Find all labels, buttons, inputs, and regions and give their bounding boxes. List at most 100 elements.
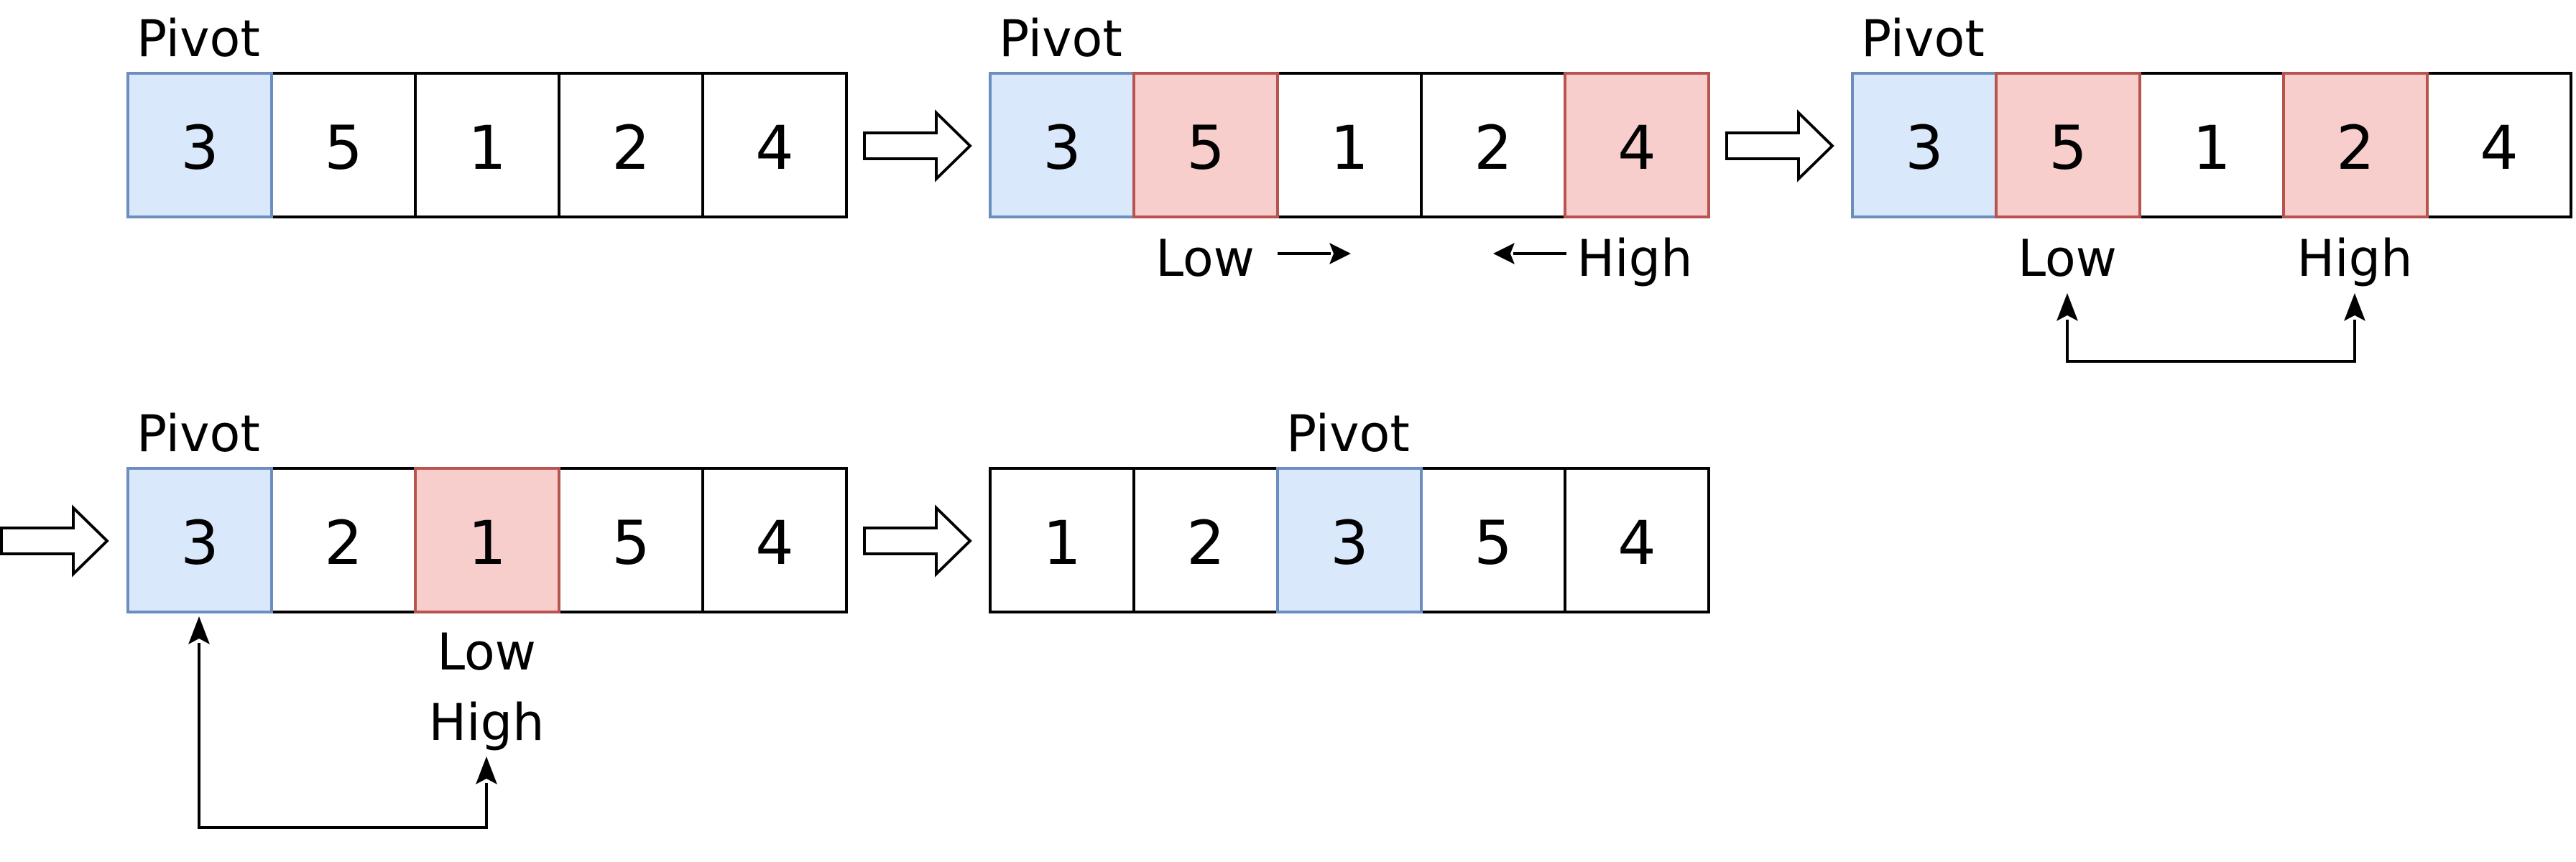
array-cell-box [1995, 72, 2141, 218]
high-label: High [2297, 229, 2413, 288]
array-cell: 1 [414, 467, 560, 613]
step-2: Pivot 1 2 3 5 4 Low High [989, 9, 1710, 288]
array-row: 5 1 2 4 3 [126, 72, 848, 218]
array-cell-value: 3 [180, 113, 218, 183]
array-cell: 5 [558, 467, 704, 613]
array-cell-value: 2 [2336, 113, 2374, 183]
array-cell-box [989, 467, 1135, 613]
array-cell-value: 4 [755, 508, 793, 578]
high-label: High [1577, 229, 1693, 288]
step-1: Pivot 5 1 2 4 3 [126, 9, 848, 218]
array-cell-value: 3 [1330, 508, 1368, 578]
pivot-label: Pivot [137, 404, 260, 463]
array-cell-box [126, 72, 273, 218]
pivot-label: Pivot [999, 9, 1122, 68]
array-cell-value: 1 [2192, 113, 2230, 183]
array-cell-value: 2 [1186, 508, 1224, 578]
low-label: Low [2018, 229, 2117, 288]
array-cell: 5 [1995, 72, 2141, 218]
array-row: 1 2 5 4 3 [989, 467, 1710, 613]
array-cell-box [1420, 72, 1566, 218]
array-cell-box [701, 72, 848, 218]
swap-connector [188, 616, 497, 829]
transition-arrow [1725, 109, 1834, 182]
array-cell-value: 2 [1474, 113, 1512, 183]
array-cell-box [1420, 467, 1566, 613]
high-direction-arrow [1493, 243, 1566, 264]
step-3: Pivot 1 4 3 5 2 Low High [1851, 9, 2572, 363]
array-cell: 2 [558, 72, 704, 218]
array-cell-box [2138, 72, 2285, 218]
array-cell: 5 [270, 72, 417, 218]
array-cell-box [1564, 72, 1710, 218]
array-cell-box [1132, 467, 1279, 613]
array-cell: 1 [989, 467, 1135, 613]
array-cell: 5 [1420, 467, 1566, 613]
array-cell-box [701, 467, 848, 613]
array-cell-value: 2 [324, 508, 362, 578]
array-cell-value: 4 [755, 113, 793, 183]
pivot-label: Pivot [1286, 404, 1410, 463]
array-row: 2 5 4 3 1 [126, 467, 848, 613]
array-cell: 2 [2282, 72, 2429, 218]
array-cell-value: 5 [1186, 113, 1224, 183]
array-cell-box [1276, 467, 1423, 613]
array-cell: 2 [1420, 72, 1566, 218]
array-cell-box [2282, 72, 2429, 218]
array-row: 1 4 3 5 2 [1851, 72, 2572, 218]
array-cell-value: 5 [324, 113, 362, 183]
array-cell: 4 [1564, 72, 1710, 218]
array-cell: 4 [2426, 72, 2572, 218]
array-cell-box [558, 72, 704, 218]
array-cell-box [2426, 72, 2572, 218]
array-cell: 4 [701, 72, 848, 218]
array-cell: 4 [701, 467, 848, 613]
array-cell-box [126, 467, 273, 613]
pivot-label: Pivot [1861, 9, 1985, 68]
array-cell-box [270, 72, 417, 218]
array-cell: 1 [414, 72, 560, 218]
array-cell: 3 [126, 72, 273, 218]
array-cell-value: 4 [2480, 113, 2518, 183]
array-cell-value: 3 [1905, 113, 1943, 183]
step-4: Pivot 2 5 4 3 1 Low High [126, 404, 848, 829]
array-cell-value: 1 [1330, 113, 1368, 183]
array-cell: 4 [1564, 467, 1710, 613]
array-cell-box [414, 467, 560, 613]
array-cell-value: 4 [1617, 113, 1656, 183]
array-cell-value: 1 [468, 508, 506, 578]
array-cell-box [989, 72, 1135, 218]
low-direction-arrow [1278, 243, 1351, 264]
array-cell: 5 [1132, 72, 1279, 218]
array-cell-box [1132, 72, 1279, 218]
array-cell: 1 [2138, 72, 2285, 218]
swap-connector [2056, 293, 2365, 363]
transition-arrow [863, 504, 972, 578]
transition-arrow [0, 504, 109, 578]
array-cell-value: 1 [1043, 508, 1081, 578]
array-cell-value: 2 [611, 113, 650, 183]
array-cell: 1 [1276, 72, 1423, 218]
high-label: High [429, 693, 545, 752]
array-cell-value: 5 [611, 508, 650, 578]
array-cell: 3 [126, 467, 273, 613]
array-cell: 2 [270, 467, 417, 613]
step-5: Pivot 1 2 5 4 3 [989, 404, 1710, 613]
transition-arrow [863, 109, 972, 182]
array-cell: 3 [989, 72, 1135, 218]
array-cell-value: 1 [468, 113, 506, 183]
pivot-label: Pivot [137, 9, 260, 68]
array-row: 1 2 3 5 4 [989, 72, 1710, 218]
array-cell-box [1564, 467, 1710, 613]
array-cell-value: 5 [2049, 113, 2087, 183]
array-cell-value: 5 [1474, 508, 1512, 578]
array-cell: 3 [1276, 467, 1423, 613]
array-cell: 2 [1132, 467, 1279, 613]
array-cell: 3 [1851, 72, 1998, 218]
array-cell-value: 4 [1617, 508, 1656, 578]
low-label: Low [437, 623, 536, 682]
array-cell-value: 3 [1043, 113, 1081, 183]
array-cell-value: 3 [180, 508, 218, 578]
